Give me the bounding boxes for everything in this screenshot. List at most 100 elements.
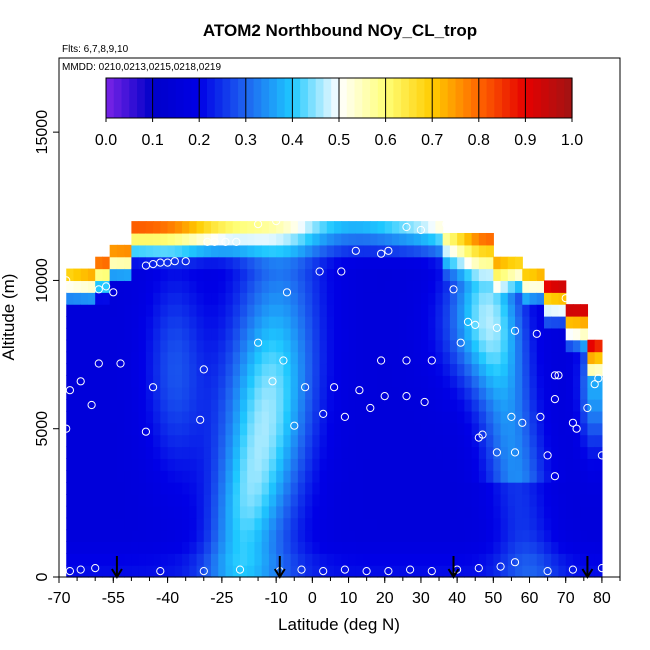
heatmap-cell [420,470,429,483]
heatmap-cell [384,316,393,329]
heatmap-cell [348,399,357,412]
heatmap-cell [239,268,248,282]
heatmap-cell [203,493,212,507]
heatmap-cell [428,316,437,329]
colorbar-segment [292,78,301,118]
heatmap-cell [413,363,422,376]
heatmap-cell [384,446,393,459]
heatmap-cell [182,399,190,412]
heatmap-cell [254,553,263,566]
heatmap-cell [153,375,161,388]
colorbar-tick-label: 0.7 [421,132,443,149]
colorbar-segment [160,78,169,118]
heatmap-cell [536,493,545,507]
heatmap-cell [312,268,321,282]
heatmap-cell [399,363,408,376]
heatmap-cell [594,541,603,554]
heatmap-cell [268,375,277,388]
heatmap-cell [428,410,437,424]
heatmap-cell [66,505,75,519]
heatmap-cell [218,339,227,353]
heatmap-cell [102,493,111,507]
heatmap-cell [268,505,277,519]
heatmap-cell [268,529,277,543]
heatmap-cell [254,505,263,519]
heatmap-cell [486,363,494,376]
heatmap-cell [225,316,234,329]
colorbar-segment [548,78,558,118]
heatmap-cell [334,482,342,495]
heatmap-cell [449,280,458,293]
sample-point [109,288,118,297]
heatmap-cell [406,387,415,400]
heatmap-cell [500,304,509,317]
heatmap-cell [268,553,277,566]
heatmap-cell [203,410,212,424]
heatmap-cell [247,553,256,566]
heatmap-cell [377,256,386,270]
heatmap-cell [283,553,292,566]
heatmap-cell [370,470,379,483]
heatmap-cell [95,541,104,554]
heatmap-cell [464,410,473,424]
heatmap-cell [515,316,523,329]
heatmap-cell [66,493,75,507]
heatmap-cell [384,351,393,365]
colorbar-segment [315,78,325,118]
heatmap-cell [529,541,538,554]
x-tick-label: -10 [265,590,288,607]
heatmap-cell [116,399,125,412]
heatmap-cell [587,339,596,353]
heatmap-cell [196,304,205,317]
heatmap-cell [377,351,386,365]
heatmap-cell [261,304,270,317]
heatmap-cell [239,244,248,258]
colorbar-frame [105,77,573,119]
heatmap-cell [203,505,212,519]
heatmap-cell [334,387,342,400]
heatmap-cell [196,410,205,424]
heatmap-cell [145,493,154,507]
heatmap-cell [580,304,589,317]
heatmap-cell [116,363,125,376]
heatmap-cell [363,399,371,412]
heatmap-cell [138,316,147,329]
heatmap-cell [109,304,118,317]
heatmap-cell [435,410,444,424]
heatmap-cell [334,351,342,365]
heatmap-cell [239,316,248,329]
heatmap-cell [218,256,227,270]
heatmap-cell [471,458,480,471]
heatmap-cell [261,422,270,436]
heatmap-cell [95,422,104,436]
heatmap-cell [211,446,219,459]
heatmap-cell [182,280,190,293]
heatmap-cell [334,268,342,282]
heatmap-cell [377,221,386,234]
heatmap-cell [428,304,437,317]
heatmap-cell [355,327,364,341]
heatmap-cell [160,387,169,400]
heatmap-cell [493,493,502,507]
heatmap-cell [428,339,437,353]
heatmap-cell [87,363,96,376]
heatmap-cell [348,517,357,531]
heatmap-cell [116,541,125,554]
colorbar-segment [556,78,565,118]
heatmap-cell [283,505,292,519]
heatmap-cell [73,327,82,341]
heatmap-cell [232,482,241,495]
heatmap-cell [413,541,422,554]
heatmap-cell [232,529,241,543]
heatmap-cell [406,375,415,388]
heatmap-cell [312,529,321,543]
heatmap-cell [261,446,270,459]
heatmap-cell [363,351,371,365]
heatmap-cell [587,410,596,424]
heatmap-cell [167,316,176,329]
heatmap-cell [276,529,284,543]
heatmap-cell [406,493,415,507]
heatmap-cell [283,375,292,388]
heatmap-cell [341,221,350,234]
heatmap-cell [167,387,176,400]
